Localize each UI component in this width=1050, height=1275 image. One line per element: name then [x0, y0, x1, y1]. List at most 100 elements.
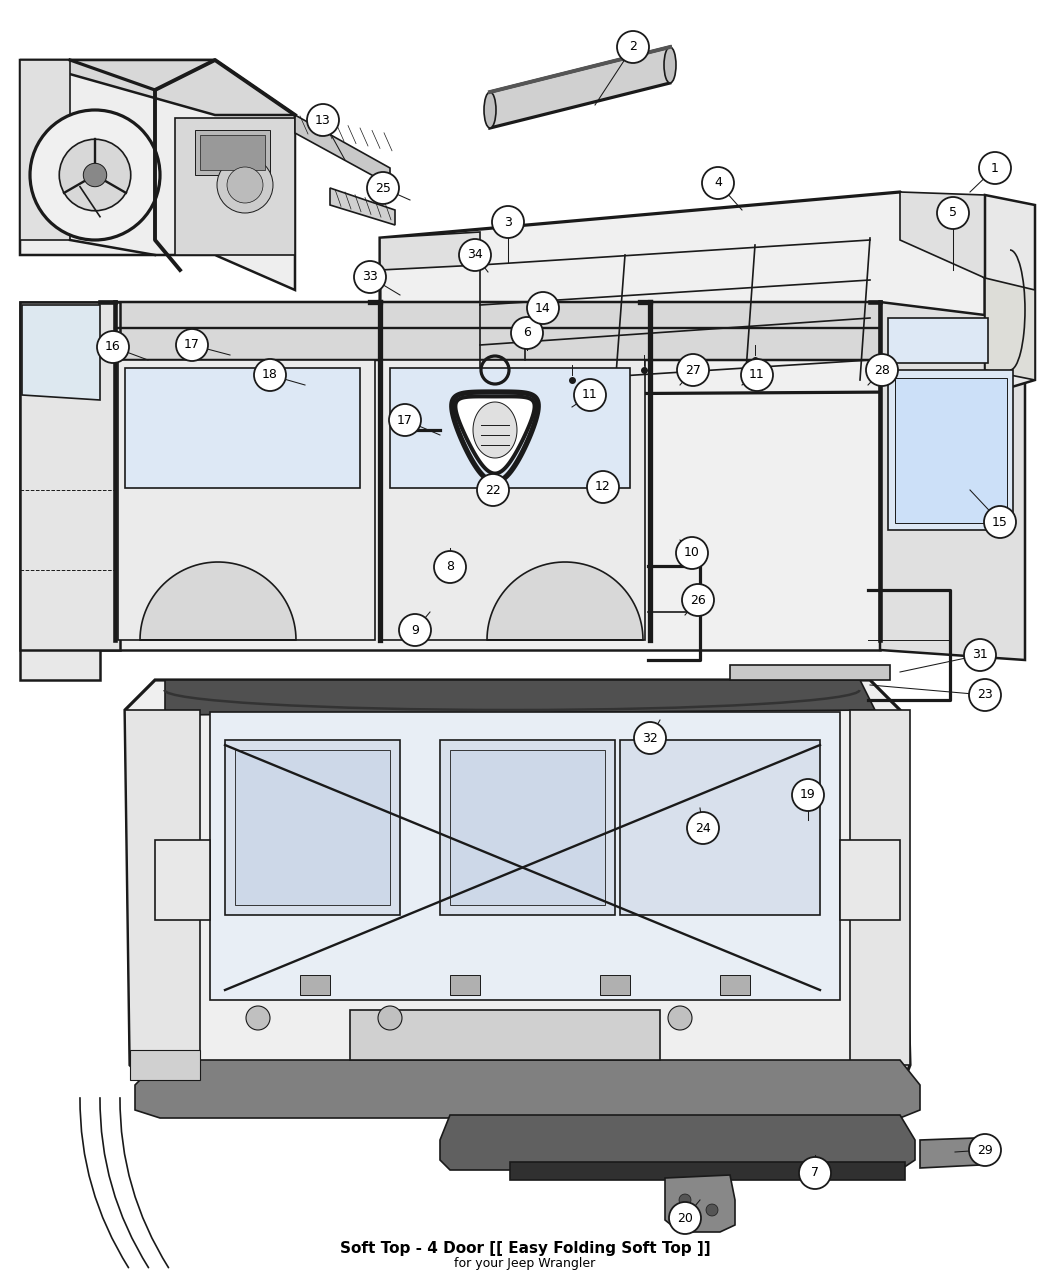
- Text: 4: 4: [714, 176, 722, 190]
- Circle shape: [511, 317, 543, 349]
- Polygon shape: [22, 305, 100, 400]
- Bar: [895, 377, 1007, 523]
- Text: 18: 18: [262, 368, 278, 381]
- Polygon shape: [440, 1116, 915, 1170]
- Text: 11: 11: [749, 368, 764, 381]
- Polygon shape: [20, 60, 295, 289]
- Circle shape: [706, 1204, 718, 1216]
- Bar: [130, 1051, 200, 1080]
- Circle shape: [682, 584, 714, 616]
- Text: 33: 33: [362, 270, 378, 283]
- Circle shape: [679, 1193, 691, 1206]
- Circle shape: [388, 404, 421, 436]
- Text: 11: 11: [582, 389, 597, 402]
- Polygon shape: [730, 666, 890, 680]
- Polygon shape: [175, 119, 295, 255]
- Circle shape: [617, 31, 649, 62]
- Polygon shape: [20, 60, 295, 115]
- Polygon shape: [125, 710, 200, 1065]
- Polygon shape: [985, 278, 1035, 380]
- Text: 10: 10: [684, 547, 700, 560]
- Polygon shape: [100, 302, 920, 360]
- Text: 2: 2: [629, 41, 637, 54]
- Text: 15: 15: [992, 515, 1008, 529]
- Polygon shape: [165, 680, 875, 715]
- Ellipse shape: [484, 92, 496, 128]
- Text: 17: 17: [184, 338, 200, 352]
- FancyArrowPatch shape: [120, 1098, 168, 1267]
- Bar: [888, 370, 1013, 530]
- Bar: [450, 750, 605, 905]
- Text: 28: 28: [874, 363, 890, 376]
- Circle shape: [492, 207, 524, 238]
- Text: 9: 9: [411, 623, 419, 636]
- Text: 24: 24: [695, 821, 711, 835]
- Bar: [300, 975, 330, 994]
- Bar: [125, 368, 360, 488]
- Text: for your Jeep Wrangler: for your Jeep Wrangler: [455, 1257, 595, 1270]
- Bar: [350, 1010, 660, 1060]
- Polygon shape: [472, 402, 517, 458]
- Polygon shape: [140, 562, 296, 640]
- FancyArrowPatch shape: [80, 1098, 128, 1267]
- Polygon shape: [295, 115, 390, 185]
- Text: 19: 19: [800, 788, 816, 802]
- Text: 8: 8: [446, 561, 454, 574]
- Polygon shape: [100, 302, 880, 650]
- Polygon shape: [210, 711, 840, 1000]
- Text: Soft Top - 4 Door [[ Easy Folding Soft Top ]]: Soft Top - 4 Door [[ Easy Folding Soft T…: [340, 1241, 710, 1256]
- Circle shape: [217, 157, 273, 213]
- Bar: [225, 740, 400, 915]
- Circle shape: [527, 292, 559, 324]
- Circle shape: [574, 379, 606, 411]
- Polygon shape: [380, 232, 480, 270]
- Text: 26: 26: [690, 593, 706, 607]
- Text: 29: 29: [978, 1144, 993, 1156]
- Circle shape: [676, 537, 708, 569]
- Polygon shape: [490, 47, 670, 128]
- Text: 17: 17: [397, 413, 413, 427]
- Circle shape: [634, 722, 666, 754]
- Text: 13: 13: [315, 113, 331, 126]
- Circle shape: [227, 167, 262, 203]
- Circle shape: [969, 1133, 1001, 1167]
- Polygon shape: [380, 193, 985, 395]
- Polygon shape: [840, 840, 900, 921]
- Polygon shape: [880, 302, 1025, 660]
- Text: 14: 14: [536, 301, 551, 315]
- Circle shape: [799, 1156, 831, 1190]
- Text: 1: 1: [991, 162, 999, 175]
- Polygon shape: [20, 302, 120, 650]
- Circle shape: [477, 474, 509, 506]
- Bar: [450, 975, 480, 994]
- Circle shape: [677, 354, 709, 386]
- Circle shape: [83, 163, 107, 186]
- Bar: [200, 135, 265, 170]
- Bar: [440, 740, 615, 915]
- Text: 16: 16: [105, 340, 121, 353]
- Bar: [195, 130, 270, 175]
- Polygon shape: [665, 1176, 735, 1232]
- Circle shape: [368, 172, 399, 204]
- Circle shape: [254, 360, 286, 391]
- Circle shape: [246, 1006, 270, 1030]
- Text: 25: 25: [375, 181, 391, 195]
- Polygon shape: [20, 60, 70, 240]
- Circle shape: [59, 139, 131, 210]
- Text: 7: 7: [811, 1167, 819, 1179]
- Text: 3: 3: [504, 215, 512, 228]
- Circle shape: [30, 110, 160, 240]
- Text: 6: 6: [523, 326, 531, 339]
- Circle shape: [587, 470, 620, 504]
- Circle shape: [741, 360, 773, 391]
- Circle shape: [964, 639, 996, 671]
- Text: 31: 31: [972, 649, 988, 662]
- Polygon shape: [330, 187, 395, 224]
- Circle shape: [434, 551, 466, 583]
- FancyArrowPatch shape: [100, 1098, 148, 1267]
- Bar: [390, 368, 630, 488]
- Polygon shape: [382, 360, 645, 640]
- Text: 34: 34: [467, 249, 483, 261]
- Text: 27: 27: [685, 363, 701, 376]
- Polygon shape: [850, 710, 910, 1065]
